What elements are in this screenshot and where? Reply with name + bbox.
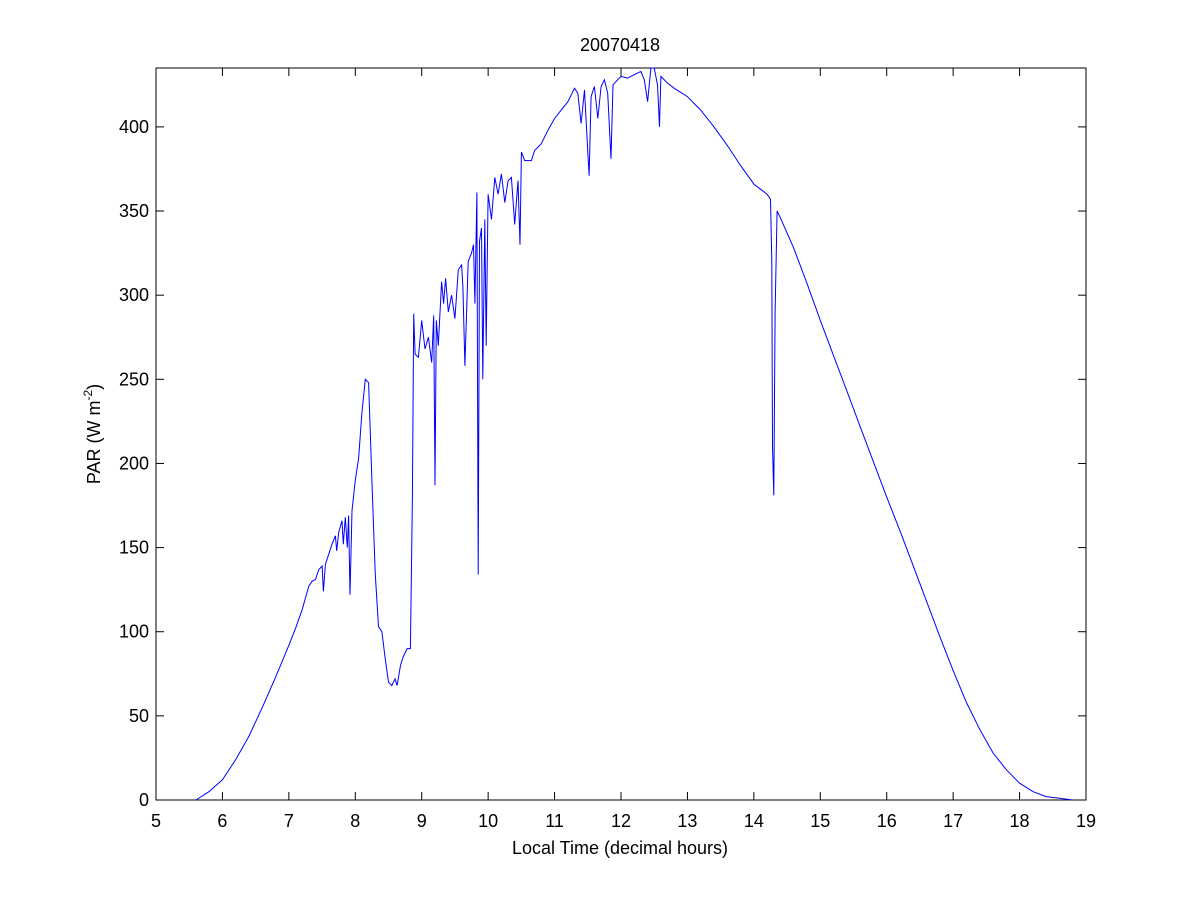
y-axis-label-superscript: -2 [81, 390, 95, 401]
x-tick-label: 17 [943, 811, 963, 831]
y-tick-label: 150 [119, 538, 149, 558]
x-tick-label: 16 [877, 811, 897, 831]
par-series-line [195, 67, 1073, 801]
x-tick-label: 11 [545, 811, 564, 831]
x-tick-label: 12 [611, 811, 631, 831]
y-tick-label: 350 [119, 201, 149, 221]
y-tick-label: 50 [129, 706, 149, 726]
x-tick-label: 18 [1010, 811, 1030, 831]
chart-title: 20070418 [580, 35, 660, 55]
plot-area [155, 67, 1087, 801]
x-tick-label: 13 [677, 811, 697, 831]
x-tick-label: 15 [810, 811, 830, 831]
y-tick-label: 100 [119, 622, 149, 642]
x-tick-label: 6 [217, 811, 227, 831]
x-tick-label: 5 [151, 811, 161, 831]
x-axis-label: Local Time (decimal hours) [512, 838, 728, 858]
y-tick-label: 0 [139, 790, 149, 810]
y-tick-label: 200 [119, 453, 149, 473]
x-tick-label: 19 [1076, 811, 1096, 831]
x-tick-label: 7 [284, 811, 294, 831]
y-axis-label: PAR (W m-2) [81, 384, 104, 484]
y-axis-label-end: ) [84, 384, 104, 390]
y-axis-ticks: 0 50 100 150 200 250 300 350 400 [119, 117, 1086, 810]
y-axis-label-main: PAR (W m [84, 401, 104, 485]
x-axis-ticks: 5 6 7 8 9 10 11 12 13 14 15 16 17 18 19 [151, 68, 1096, 831]
x-tick-label: 8 [350, 811, 360, 831]
y-tick-label: 400 [119, 117, 149, 137]
y-tick-label: 250 [119, 369, 149, 389]
x-tick-label: 14 [744, 811, 764, 831]
x-tick-label: 9 [417, 811, 427, 831]
x-tick-label: 10 [478, 811, 498, 831]
y-tick-label: 300 [119, 285, 149, 305]
